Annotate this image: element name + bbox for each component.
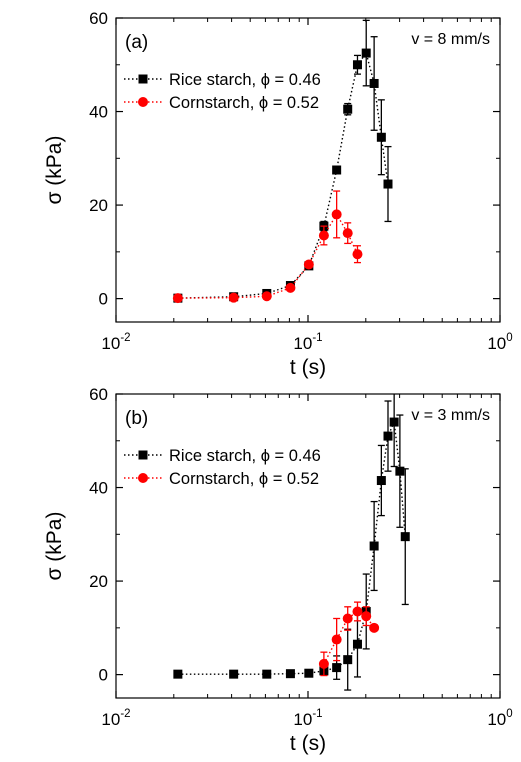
data-point — [383, 431, 393, 441]
data-point — [343, 104, 353, 114]
series-line — [177, 213, 359, 299]
x-tick-base: 10 — [487, 334, 506, 353]
x-tick-base: 10 — [293, 710, 312, 729]
legend: Rice starch, ϕ = 0.46 Cornstarch, ϕ = 0.5… — [124, 71, 321, 112]
data-point — [342, 228, 353, 239]
legend-label: Cornstarch, ϕ = 0.52 — [169, 94, 319, 112]
data-point — [369, 622, 380, 633]
series-line — [177, 419, 406, 675]
x-tick-base: 10 — [487, 710, 506, 729]
data-point — [332, 663, 342, 673]
data-point — [400, 532, 410, 542]
series-line — [323, 610, 375, 665]
legend-marker — [138, 450, 148, 460]
x-tick-label: 10-1 — [293, 708, 322, 729]
y-axis-title: σ (kPa) — [43, 136, 66, 205]
data-point — [318, 230, 329, 241]
y-tick-label: 0 — [99, 290, 108, 309]
x-tick-base: 10 — [101, 334, 120, 353]
series-cornstarch — [318, 601, 380, 677]
y-tick-label: 40 — [89, 103, 108, 122]
y-tick-label: 0 — [99, 666, 108, 685]
x-tick-label: 10-1 — [293, 332, 322, 353]
x-tick-exponent: -1 — [312, 708, 322, 720]
x-tick-exponent: -2 — [120, 332, 130, 344]
data-point — [332, 165, 342, 175]
legend-label: Rice starch, ϕ = 0.46 — [169, 447, 321, 465]
y-axis-title: σ (kPa) — [43, 512, 66, 581]
data-point — [395, 466, 405, 476]
data-point — [369, 541, 379, 551]
x-tick-label: 100 — [487, 332, 512, 353]
panel-label: (b) — [125, 408, 148, 429]
data-point — [228, 292, 239, 303]
data-point — [352, 249, 363, 260]
x-tick-exponent: 0 — [506, 332, 512, 344]
x-tick-exponent: -1 — [312, 332, 322, 344]
data-point — [369, 78, 379, 88]
data-point — [331, 209, 342, 220]
x-tick-exponent: -2 — [120, 708, 130, 720]
plot-frame — [115, 393, 501, 699]
data-point — [262, 669, 272, 679]
data-point — [376, 476, 386, 486]
data-point — [318, 658, 329, 669]
data-point — [361, 48, 371, 58]
legend: Rice starch, ϕ = 0.46 Cornstarch, ϕ = 0.5… — [124, 447, 321, 488]
y-tick-label: 60 — [89, 9, 108, 28]
data-point — [285, 669, 295, 679]
velocity-annotation: v = 3 mm/s — [411, 407, 490, 424]
y-tick-label: 20 — [89, 196, 108, 215]
data-point — [303, 259, 314, 270]
data-point — [376, 132, 386, 142]
x-tick-exponent: 0 — [506, 708, 512, 720]
x-axis-title: t (s) — [290, 732, 326, 755]
plot-frame — [115, 17, 501, 323]
x-tick-base: 10 — [101, 710, 120, 729]
data-point — [229, 669, 239, 679]
data-point — [352, 60, 362, 70]
y-tick-label: 20 — [89, 572, 108, 591]
data-point — [389, 417, 399, 427]
data-point — [361, 611, 372, 622]
series-line — [177, 51, 389, 299]
x-tick-base: 10 — [293, 334, 312, 353]
data-point — [352, 606, 363, 617]
legend-marker — [138, 97, 148, 107]
series-cornstarch — [172, 190, 363, 304]
x-tick-label: 10-2 — [101, 708, 130, 729]
data-point — [342, 613, 353, 624]
legend-marker — [138, 473, 148, 483]
data-point — [173, 669, 183, 679]
legend-marker — [138, 74, 148, 84]
legend-label: Rice starch, ϕ = 0.46 — [169, 71, 321, 89]
data-point — [331, 634, 342, 645]
y-tick-label: 60 — [89, 385, 108, 404]
x-axis-title: t (s) — [290, 356, 326, 379]
data-point — [304, 668, 314, 678]
velocity-annotation: v = 8 mm/s — [411, 31, 490, 48]
x-tick-label: 100 — [487, 708, 512, 729]
data-point — [343, 655, 353, 665]
y-tick-label: 40 — [89, 479, 108, 498]
data-point — [261, 291, 272, 302]
series-rice-starch — [173, 19, 393, 303]
data-point — [383, 179, 393, 189]
data-point — [172, 293, 183, 304]
legend-label: Cornstarch, ϕ = 0.52 — [169, 470, 319, 488]
x-tick-label: 10-2 — [101, 332, 130, 353]
data-point — [285, 282, 296, 293]
data-point — [352, 639, 362, 649]
panel-label: (a) — [125, 32, 148, 53]
series-rice-starch — [173, 394, 410, 691]
